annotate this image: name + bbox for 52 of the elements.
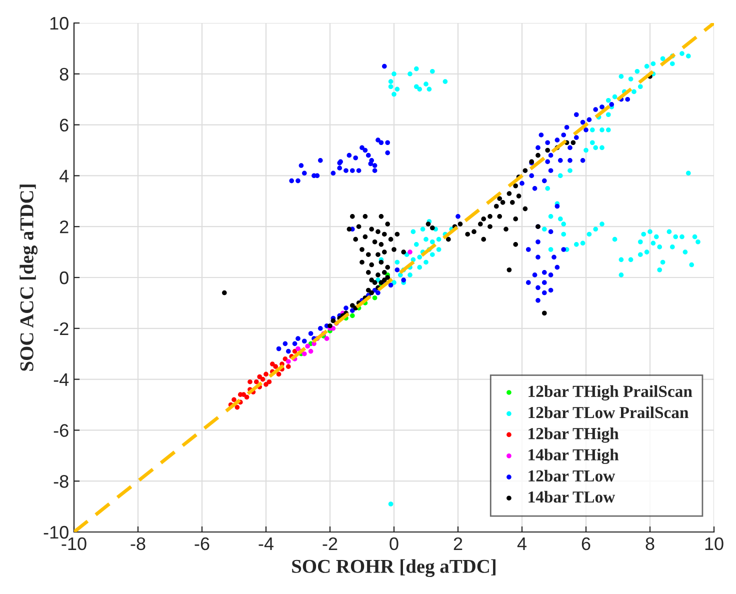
point (244, 394, 250, 400)
y-tick-label: -4 (54, 373, 69, 386)
point (254, 379, 259, 384)
x-tick-label: 0 (390, 537, 398, 550)
legend-label: 12bar TLow (528, 470, 616, 482)
y-tick-label: -8 (54, 475, 68, 488)
legend-label: 14bar TLow (528, 490, 616, 503)
point (286, 364, 291, 369)
point (408, 250, 412, 254)
point (264, 372, 268, 377)
x-tick-label: 10 (705, 537, 724, 550)
y-tick-label: -10 (44, 526, 68, 539)
point (264, 382, 268, 387)
point (257, 374, 262, 380)
x-tick-label: -2 (322, 537, 338, 550)
point (282, 356, 288, 362)
y-tick-label: 4 (60, 170, 69, 182)
y-tick-label: 2 (60, 220, 68, 234)
point (266, 379, 272, 384)
point (305, 344, 310, 349)
point (276, 372, 282, 377)
y-axis-title: SOC ACC [deg aTDC] (20, 184, 38, 371)
y-tick-label: 6 (60, 118, 68, 132)
point (286, 359, 291, 364)
y-tick-label: 10 (50, 16, 68, 30)
legend-label: 12bar THigh PrailScan (528, 385, 692, 401)
point (248, 379, 252, 384)
x-tick-label: -6 (194, 537, 210, 550)
x-tick-label: 2 (454, 537, 462, 550)
y-tick-label: 8 (60, 68, 68, 81)
point (372, 295, 378, 300)
y-tick-label: -2 (54, 322, 68, 335)
x-tick-label: 8 (646, 537, 654, 550)
y-tick-label: -6 (54, 424, 68, 437)
x-tick-label: 4 (517, 538, 526, 550)
x-tick-label: -4 (258, 538, 274, 550)
point (324, 336, 330, 341)
point (238, 392, 243, 397)
x-tick-label: 6 (582, 537, 590, 550)
y-tick-label: 0 (60, 271, 68, 284)
x-axis-title: SOC ROHR [deg aTDC] (292, 559, 496, 578)
legend-label: 12bar THigh (528, 428, 619, 443)
point (302, 351, 307, 356)
point (270, 362, 275, 366)
x-tick-label: -8 (130, 537, 146, 550)
legend-label: 14bar THigh (528, 448, 619, 464)
point (308, 348, 314, 354)
legend-label: 12bar TLow PrailScan (528, 406, 689, 418)
point (234, 404, 240, 410)
point (232, 397, 236, 402)
point (296, 346, 300, 352)
point (350, 313, 355, 318)
